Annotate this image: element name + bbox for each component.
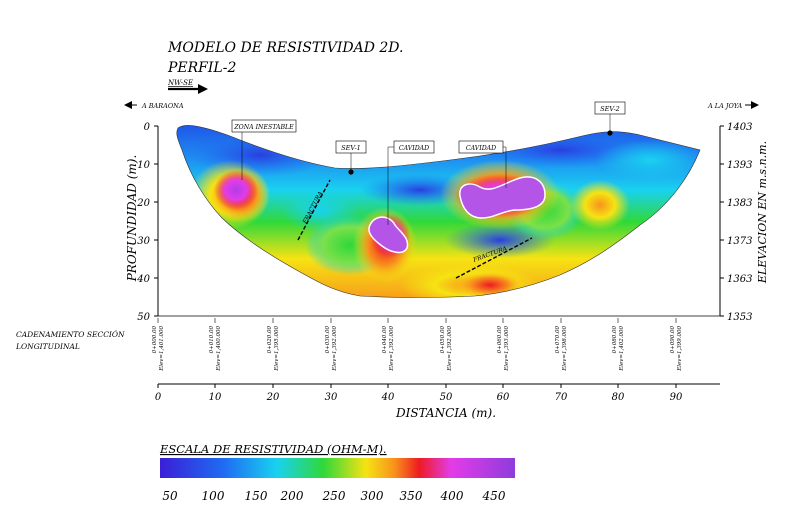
svg-text:Elev=1,399.000: Elev=1,399.000 xyxy=(677,326,683,372)
depth-tick-10: 10 xyxy=(137,160,150,171)
scale-title: ESCALA DE RESISTIVIDAD (OHM-M). xyxy=(159,442,387,456)
depth-tick-20: 20 xyxy=(136,198,150,209)
chainage-station-9: 0+090.00 Elev=1,399.000 xyxy=(670,318,683,372)
right-side-label: A LA JOYA xyxy=(707,102,743,110)
cavidad2-leader-line xyxy=(503,146,507,188)
chainage-station-0: 0+000.00 Elev=1,401.000 xyxy=(152,318,165,372)
chainage-label-line2: LONGITUDINAL xyxy=(15,342,80,351)
dist-tick-40: 40 xyxy=(381,392,395,403)
scale-tick-250: 250 xyxy=(322,489,346,503)
chainage-station-1: 0+010.00 Elev=1,400.000 xyxy=(209,318,222,372)
zona-inestable-label: ZONA INESTABLE xyxy=(233,124,294,131)
chainage-station-4: 0+040.00 Elev=1,392.000 xyxy=(382,318,395,372)
dist-tick-0: 0 xyxy=(155,392,162,403)
chainage-station-6: 0+060.00 Elev=1,393.000 xyxy=(497,318,510,372)
scale-tick-100: 100 xyxy=(202,489,225,503)
cavidad1-leader-line xyxy=(387,146,394,225)
depth-axis-label: PROFUNDIDAD (m). xyxy=(125,155,139,283)
scale-tick-150: 150 xyxy=(245,489,268,503)
cavity-anomaly-2 xyxy=(459,176,546,219)
svg-text:Elev=1,392.000: Elev=1,392.000 xyxy=(389,326,395,372)
svg-text:0+070.00: 0+070.00 xyxy=(555,326,561,354)
chainage-station-8: 0+080.00 Elev=1,402.000 xyxy=(612,318,625,372)
svg-text:0+050.00: 0+050.00 xyxy=(440,326,446,354)
svg-text:0+040.00: 0+040.00 xyxy=(382,326,388,354)
svg-text:Elev=1,392.000: Elev=1,392.000 xyxy=(332,326,338,372)
elevation-axis-label: ELEVACION EN m.s.n.m. xyxy=(756,141,769,284)
fracture-line-1 xyxy=(297,179,331,241)
depth-tick-30: 30 xyxy=(137,236,150,247)
depth-tick-0: 0 xyxy=(144,122,151,133)
left-side-label: A BARAONA xyxy=(141,102,184,110)
svg-text:0+090.00: 0+090.00 xyxy=(670,326,676,354)
depth-ticks xyxy=(154,125,158,317)
right-arrow-icon xyxy=(745,101,759,109)
dist-tick-50: 50 xyxy=(440,392,453,403)
chainage-station-7: 0+070.00 Elev=1,398.000 xyxy=(555,318,568,372)
scale-tick-350: 350 xyxy=(400,489,423,503)
chainage-label-line1: CADENAMIENTO SECCIÓN xyxy=(16,330,125,339)
dist-tick-70: 70 xyxy=(555,392,568,403)
title-line1: MODELO DE RESISTIVIDAD 2D. xyxy=(167,40,403,56)
distance-axis-label: DISTANCIA (m). xyxy=(395,406,496,420)
svg-text:0+030.00: 0+030.00 xyxy=(325,326,331,354)
scale-tick-300: 300 xyxy=(361,489,384,503)
distance-ticks xyxy=(157,384,677,388)
title-line2: PERFIL-2 xyxy=(167,60,236,76)
resistivity-color-bar xyxy=(160,458,515,478)
svg-text:Elev=1,401.000: Elev=1,401.000 xyxy=(159,326,165,372)
chainage-station-2: 0+020.00 Elev=1,395.000 xyxy=(267,318,280,372)
elev-tick-1373: 1373 xyxy=(727,236,752,247)
depth-tick-50: 50 xyxy=(137,312,150,323)
dist-tick-60: 60 xyxy=(497,392,510,403)
svg-text:0+080.00: 0+080.00 xyxy=(612,326,618,354)
svg-text:Elev=1,392.000: Elev=1,392.000 xyxy=(447,326,453,372)
elev-tick-1393: 1393 xyxy=(727,160,752,171)
svg-text:Elev=1,400.000: Elev=1,400.000 xyxy=(216,326,222,372)
cavidad2-label: CAVIDAD xyxy=(466,145,496,152)
left-arrow-icon xyxy=(124,101,137,109)
scale-tick-50: 50 xyxy=(162,489,178,503)
scale-tick-200: 200 xyxy=(280,489,304,503)
direction-label: NW-SE xyxy=(167,79,193,87)
sev2-marker xyxy=(607,130,613,136)
elevation-ticks xyxy=(720,125,724,317)
resistivity-section xyxy=(176,125,701,298)
dist-tick-80: 80 xyxy=(612,392,625,403)
sev2-label: SEV-2 xyxy=(600,105,620,113)
svg-text:Elev=1,402.000: Elev=1,402.000 xyxy=(619,326,625,372)
svg-text:0+000.00: 0+000.00 xyxy=(152,326,158,354)
svg-text:Elev=1,398.000: Elev=1,398.000 xyxy=(562,326,568,372)
chainage-station-3: 0+030.00 Elev=1,392.000 xyxy=(325,318,338,372)
zona-inestable-box xyxy=(231,119,297,133)
cavidad1-label: CAVIDAD xyxy=(399,145,429,152)
scale-tick-400: 400 xyxy=(440,489,464,503)
dist-tick-90: 90 xyxy=(670,392,683,403)
fracture-line-2 xyxy=(455,237,533,279)
svg-text:0+010.00: 0+010.00 xyxy=(209,326,215,354)
section-outline xyxy=(176,125,701,298)
sev1-label: SEV-1 xyxy=(341,144,361,152)
cavity-anomaly-1 xyxy=(368,216,409,254)
elev-tick-1403: 1403 xyxy=(727,122,752,133)
svg-text:Elev=1,395.000: Elev=1,395.000 xyxy=(274,326,280,372)
depth-tick-40: 40 xyxy=(136,274,150,285)
elev-tick-1353: 1353 xyxy=(727,312,752,323)
chainage-station-5: 0+050.00 Elev=1,392.000 xyxy=(440,318,453,372)
dist-tick-10: 10 xyxy=(209,392,222,403)
svg-text:0+020.00: 0+020.00 xyxy=(267,326,273,354)
sev1-marker xyxy=(348,169,354,175)
scale-tick-450: 450 xyxy=(482,489,506,503)
dist-tick-30: 30 xyxy=(325,392,338,403)
svg-text:0+060.00: 0+060.00 xyxy=(497,326,503,354)
svg-text:Elev=1,393.000: Elev=1,393.000 xyxy=(504,326,510,372)
elev-tick-1383: 1383 xyxy=(727,198,752,209)
elev-tick-1363: 1363 xyxy=(727,274,752,285)
dist-tick-20: 20 xyxy=(266,392,280,403)
direction-arrow-icon xyxy=(168,84,208,94)
